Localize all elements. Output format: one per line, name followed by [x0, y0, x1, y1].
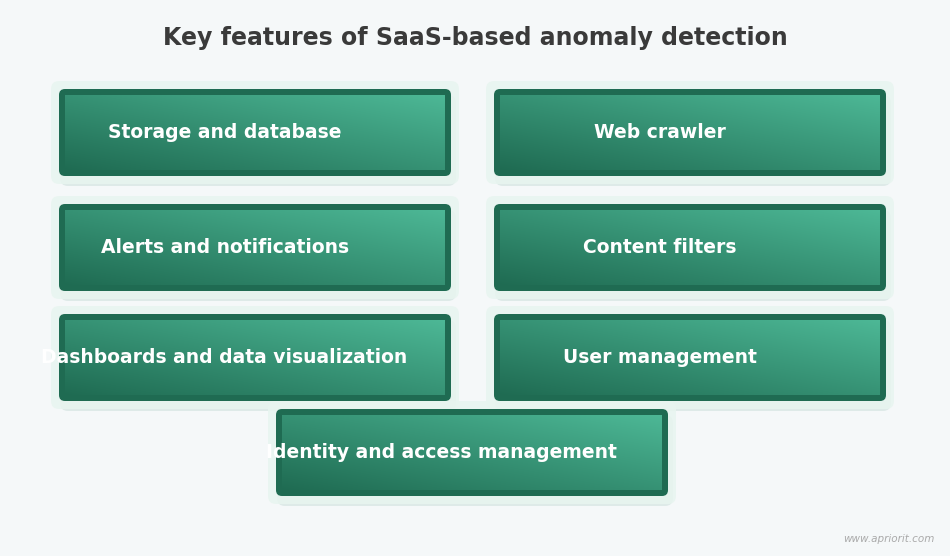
Text: Web crawler: Web crawler [594, 123, 726, 142]
FancyBboxPatch shape [495, 210, 891, 301]
FancyBboxPatch shape [494, 204, 886, 291]
FancyBboxPatch shape [51, 196, 459, 299]
FancyBboxPatch shape [51, 81, 459, 184]
Text: User management: User management [562, 348, 756, 367]
Text: Alerts and notifications: Alerts and notifications [101, 238, 349, 257]
FancyBboxPatch shape [486, 81, 894, 184]
Text: Identity and access management: Identity and access management [266, 443, 618, 462]
FancyBboxPatch shape [494, 314, 886, 401]
FancyBboxPatch shape [494, 89, 886, 176]
Text: Dashboards and data visualization: Dashboards and data visualization [42, 348, 408, 367]
FancyBboxPatch shape [276, 409, 668, 496]
FancyBboxPatch shape [60, 320, 456, 411]
Text: Content filters: Content filters [583, 238, 736, 257]
FancyBboxPatch shape [60, 95, 456, 186]
FancyBboxPatch shape [495, 95, 891, 186]
FancyBboxPatch shape [277, 415, 673, 506]
FancyBboxPatch shape [60, 210, 456, 301]
FancyBboxPatch shape [486, 196, 894, 299]
FancyBboxPatch shape [51, 306, 459, 409]
FancyBboxPatch shape [59, 89, 451, 176]
FancyBboxPatch shape [486, 306, 894, 409]
FancyBboxPatch shape [59, 314, 451, 401]
Text: www.apriorit.com: www.apriorit.com [844, 534, 935, 544]
Text: Storage and database: Storage and database [108, 123, 341, 142]
FancyBboxPatch shape [59, 204, 451, 291]
Text: Key features of SaaS-based anomaly detection: Key features of SaaS-based anomaly detec… [162, 26, 788, 50]
FancyBboxPatch shape [268, 401, 676, 504]
FancyBboxPatch shape [495, 320, 891, 411]
